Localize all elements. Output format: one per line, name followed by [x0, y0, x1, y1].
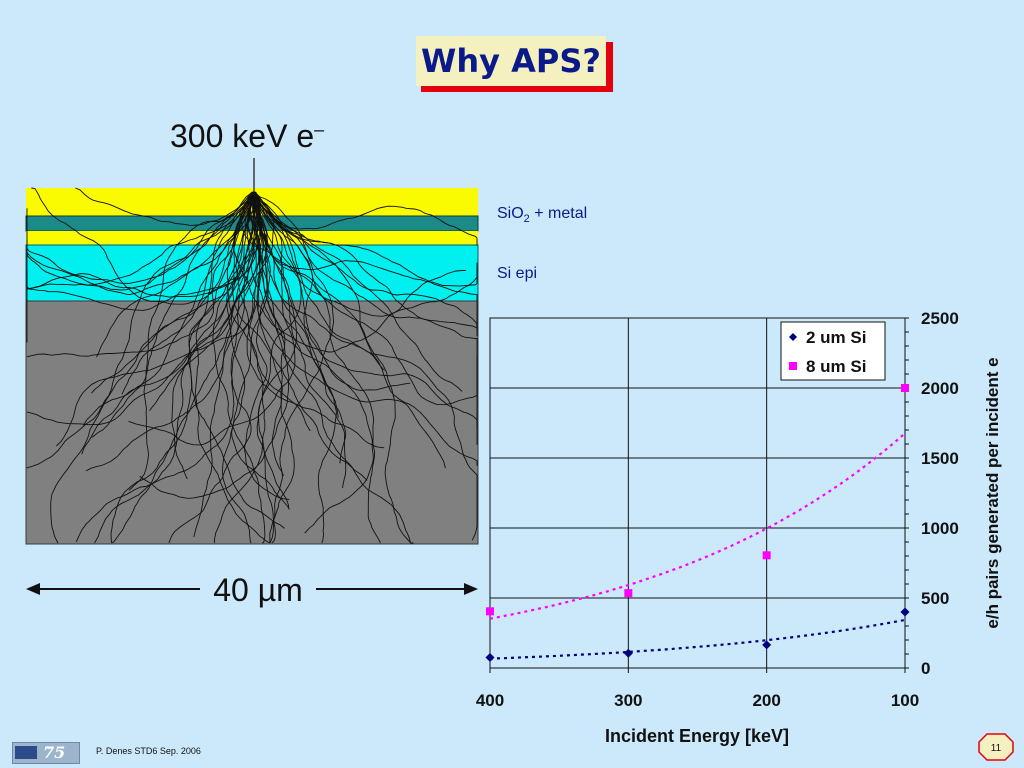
electron-track	[246, 191, 385, 449]
page-number: 11	[991, 743, 1002, 754]
electron-track	[121, 191, 254, 395]
lab-logo: 75	[12, 742, 80, 764]
electron-track	[75, 187, 253, 226]
footer-credit: P. Denes STD6 Sep. 2006	[96, 746, 201, 756]
x-tick-labels: 400 300 200 100	[476, 691, 919, 710]
electron-track	[253, 191, 478, 541]
electron-track	[31, 187, 259, 305]
fit-curves	[489, 432, 906, 660]
electron-track	[110, 191, 253, 544]
electron-track	[252, 192, 411, 544]
x-tick-label: 400	[476, 691, 504, 710]
x-tick-label: 200	[752, 691, 780, 710]
electron-track	[254, 191, 337, 544]
electron-track	[26, 191, 263, 298]
electron-track	[81, 191, 255, 455]
data-points	[485, 384, 910, 662]
width-label: 40 µm	[200, 568, 316, 612]
page-badge-octagon	[978, 733, 1014, 761]
electron-track	[56, 191, 261, 447]
y-tick-labels: 0 500 1000 1500 2000 2500	[921, 309, 959, 678]
electron-track	[253, 191, 302, 544]
logo-number: 75	[43, 743, 66, 762]
sio2-subscript: 2	[523, 213, 530, 226]
electron-track	[252, 191, 381, 544]
legend-label-8um: 8 um Si	[806, 357, 866, 376]
electron-track	[168, 191, 261, 544]
electron-track	[213, 191, 266, 544]
electron-track	[171, 191, 255, 480]
y-minor-ticks	[489, 317, 909, 673]
y-axis-label: e/h pairs generated per incident e	[983, 357, 1002, 628]
width-arrow-left-head	[26, 583, 40, 595]
data-point-8um	[762, 551, 771, 560]
electron-track	[96, 191, 257, 358]
width-arrow-right-head	[464, 583, 478, 595]
x-tick-label: 300	[614, 691, 642, 710]
electron-track	[128, 191, 256, 491]
beam-energy-label: 300 keV e–	[170, 118, 324, 155]
electron-charge-sup: –	[314, 119, 325, 140]
data-point-2um	[762, 640, 772, 650]
y-tick-label: 1500	[921, 449, 959, 468]
electron-track	[252, 191, 414, 544]
electron-track	[26, 191, 254, 469]
electron-track	[226, 191, 290, 510]
legend-box	[780, 321, 886, 381]
electron-track	[241, 191, 478, 287]
slide-title-box: Why APS?	[416, 36, 616, 92]
electron-track	[252, 191, 478, 427]
logo-seal-icon	[15, 746, 37, 759]
electron-track	[253, 191, 478, 331]
metal-text: + metal	[529, 205, 588, 222]
electron-track	[253, 191, 478, 445]
y-tick-label: 2000	[921, 379, 959, 398]
page-number-badge: 11	[978, 733, 1014, 761]
y-tick-label: 500	[921, 589, 949, 608]
electron-track	[50, 191, 257, 544]
sio2-text: SiO	[497, 205, 524, 222]
slide-title: Why APS?	[416, 36, 606, 86]
electron-track	[91, 191, 253, 438]
electron-track	[94, 191, 257, 544]
y-tick-label: 2500	[921, 309, 959, 328]
legend-label-2um: 2 um Si	[806, 328, 866, 347]
electron-track	[212, 191, 266, 544]
y-tick-label: 1000	[921, 519, 959, 538]
legend-marker-2um	[789, 333, 797, 341]
sio2-metal-label: SiO2 + metal	[497, 205, 587, 225]
data-point-8um	[624, 589, 633, 598]
electron-track	[188, 191, 285, 529]
electron-track	[244, 191, 290, 500]
electron-track	[26, 191, 257, 343]
data-point-2um	[485, 653, 495, 662]
chart-grid	[490, 318, 905, 668]
electron-track	[26, 191, 255, 284]
trend-curve	[489, 432, 906, 620]
data-point-8um	[486, 607, 494, 616]
electron-track	[26, 191, 254, 286]
legend-marker-8um	[789, 362, 797, 370]
y-tick-label: 0	[921, 659, 930, 678]
chart-legend: 2 um Si 8 um Si	[780, 321, 886, 381]
si-epi-label: Si epi	[497, 265, 538, 282]
x-tick-label: 100	[891, 691, 919, 710]
electron-track	[252, 191, 295, 544]
electron-track	[231, 191, 368, 481]
data-point-2um	[623, 648, 633, 658]
electron-track	[193, 191, 275, 538]
electron-track	[252, 191, 286, 477]
data-point-8um	[901, 384, 909, 392]
beam-energy-text: 300 keV e	[170, 118, 315, 154]
electron-track	[247, 191, 446, 469]
electron-tracks	[26, 187, 478, 544]
x-axis-label: Incident Energy [keV]	[605, 726, 789, 746]
data-point-2um	[900, 607, 910, 617]
electron-track	[111, 191, 259, 544]
electron-track	[233, 191, 478, 353]
electron-track	[194, 191, 271, 544]
electron-track	[253, 191, 478, 337]
